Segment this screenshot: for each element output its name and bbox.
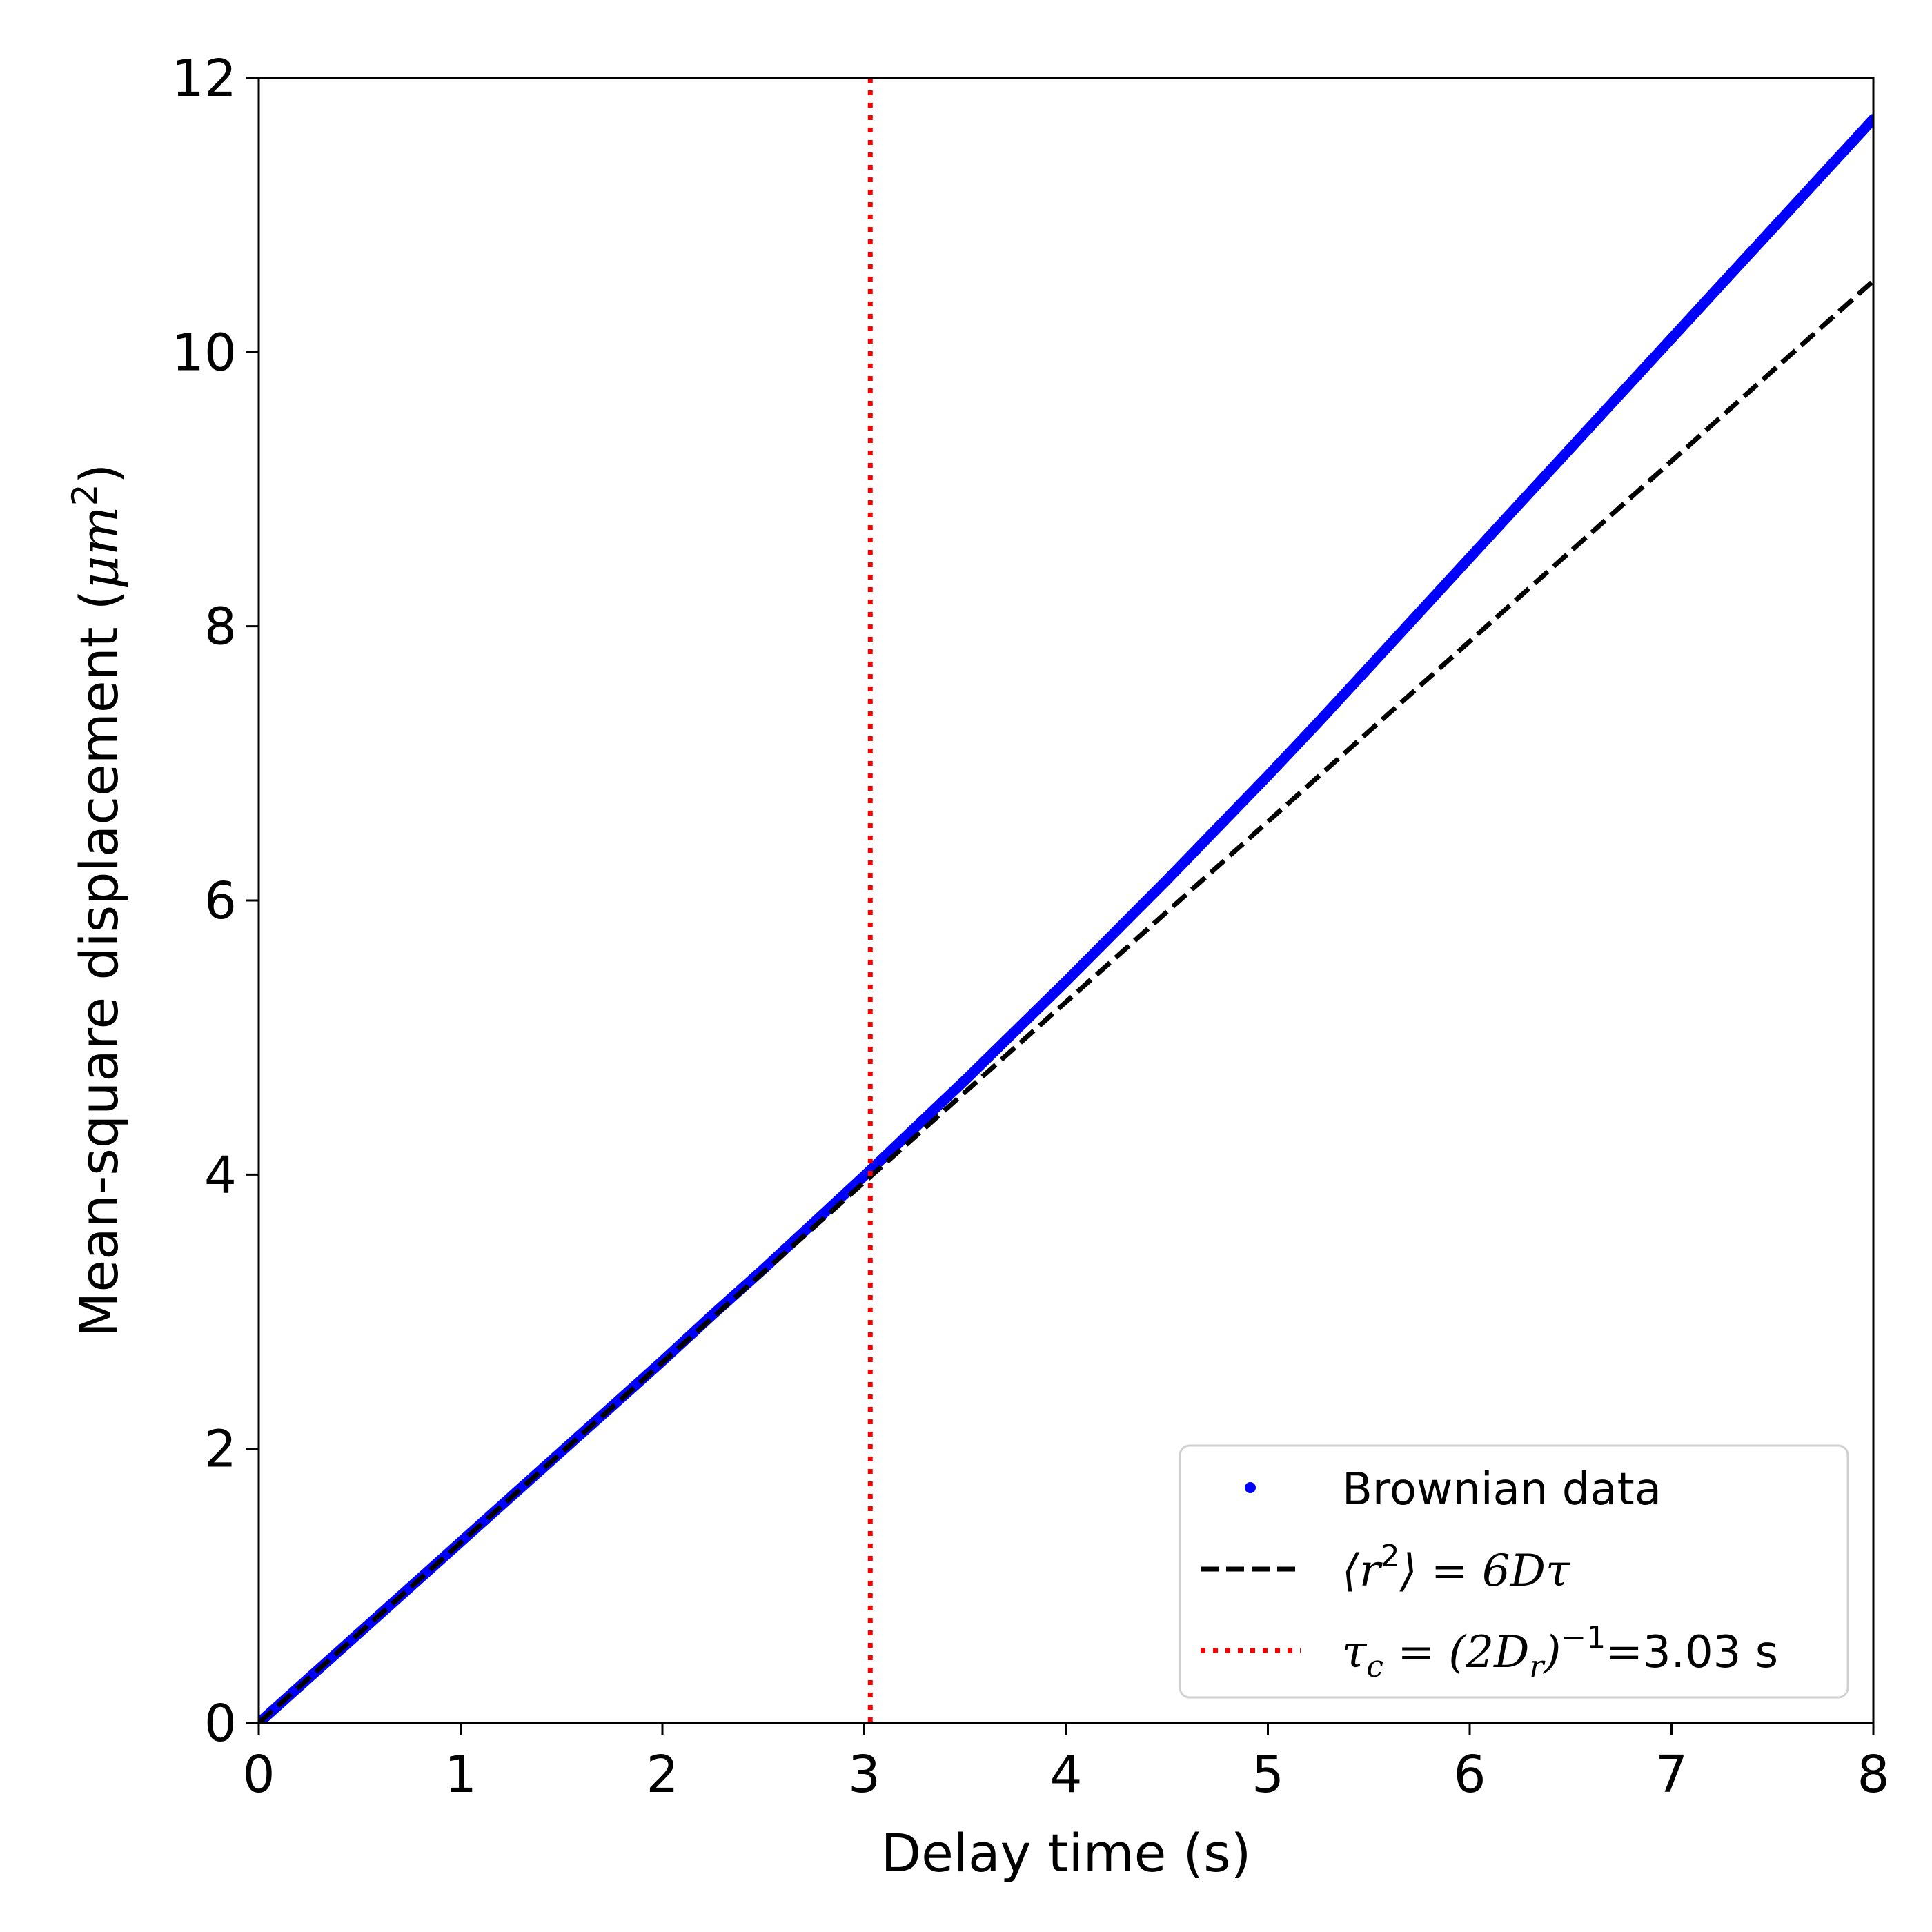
x-tick-label: 7 bbox=[1655, 1745, 1688, 1804]
y-tick-label: 12 bbox=[172, 49, 237, 108]
brownian-data-point bbox=[1212, 822, 1223, 833]
x-tick-label: 8 bbox=[1857, 1745, 1889, 1804]
y-tick-label: 8 bbox=[204, 598, 237, 657]
brownian-data-point bbox=[1717, 279, 1727, 288]
brownian-data-point bbox=[1465, 553, 1475, 563]
x-tick-label: 0 bbox=[242, 1745, 275, 1804]
x-tick-label: 6 bbox=[1453, 1745, 1486, 1804]
brownian-data-point bbox=[1414, 607, 1424, 618]
y-tick-label: 4 bbox=[204, 1145, 237, 1205]
x-axis-label: Delay time (s) bbox=[881, 1822, 1252, 1884]
legend-label-linear-fit: ⟨r2⟩ = 6Dτ bbox=[1342, 1539, 1571, 1597]
brownian-data-point bbox=[1817, 169, 1828, 179]
brownian-data-point bbox=[1061, 976, 1071, 987]
legend-marker-brownian bbox=[1245, 1482, 1256, 1493]
brownian-data-point bbox=[859, 1171, 869, 1181]
x-tick-label: 1 bbox=[444, 1745, 477, 1804]
brownian-data-point bbox=[1010, 1025, 1021, 1036]
linear-fit-line bbox=[259, 279, 1873, 1723]
legend-label-brownian: Brownian data bbox=[1342, 1464, 1662, 1515]
plot-frame bbox=[257, 77, 1875, 1724]
brownian-data-point bbox=[1767, 224, 1777, 234]
x-tick-label: 5 bbox=[1252, 1745, 1284, 1804]
brownian-data-point bbox=[1869, 114, 1873, 124]
y-tick-label: 10 bbox=[172, 323, 237, 382]
y-axis-label: Mean-square displacement (μm2) bbox=[65, 464, 130, 1338]
x-tick-label: 2 bbox=[646, 1745, 678, 1804]
brownian-data-point bbox=[1263, 771, 1273, 781]
brownian-data-point bbox=[1566, 443, 1576, 453]
brownian-data-point bbox=[1313, 717, 1323, 727]
brownian-data-point bbox=[1112, 925, 1122, 936]
x-tick-label: 4 bbox=[1049, 1745, 1082, 1804]
x-tick-label: 3 bbox=[848, 1745, 880, 1804]
brownian-data-point bbox=[1162, 875, 1172, 885]
series-layer bbox=[259, 78, 1873, 1723]
legend-box bbox=[1179, 1444, 1849, 1699]
y-tick-label: 0 bbox=[204, 1694, 237, 1753]
legend: Brownian data ⟨r2⟩ = 6Dτ τc = (2Dr)−1=3.… bbox=[1179, 1444, 1849, 1699]
brownian-data-point bbox=[1666, 333, 1677, 344]
brownian-data-point bbox=[1515, 497, 1526, 508]
y-tick-label: 6 bbox=[204, 871, 237, 931]
brownian-data-point bbox=[1363, 662, 1374, 673]
y-axis-label-close: ) bbox=[68, 464, 130, 484]
y-axis-label-text: Mean-square displacement ( bbox=[68, 590, 130, 1338]
legend-label-tau-c: τc = (2Dr)−1=3.03 s bbox=[1342, 1620, 1778, 1684]
brownian-data-point bbox=[1616, 388, 1626, 398]
brownian-data-point bbox=[909, 1123, 920, 1133]
y-tick-label: 2 bbox=[204, 1420, 237, 1479]
brownian-data-point bbox=[960, 1075, 970, 1085]
y-axis-label-exp: 2 bbox=[65, 484, 105, 506]
y-axis-label-unit: μm bbox=[68, 506, 130, 589]
